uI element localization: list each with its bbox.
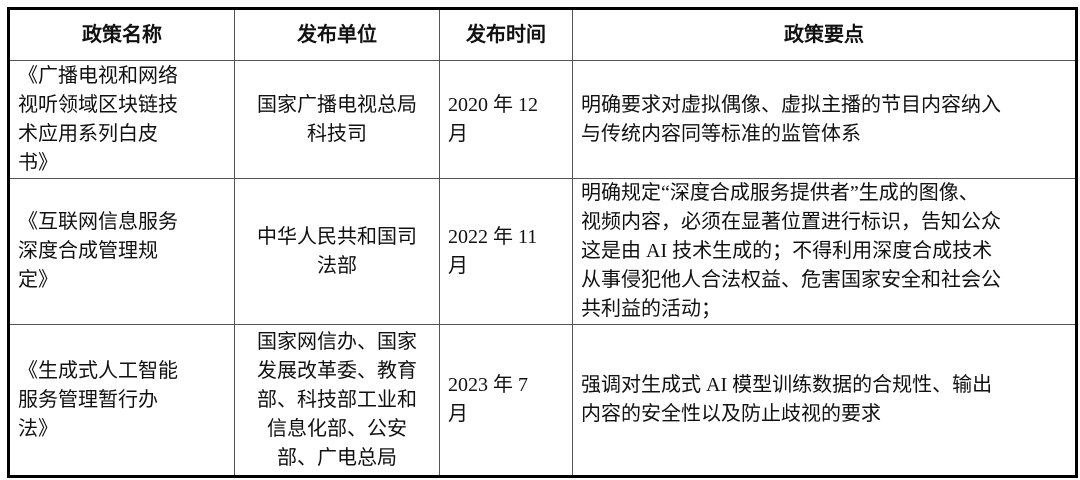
- cell-line: 与传统内容同等标准的监管体系: [581, 122, 861, 145]
- cell-line: 这是由 AI 技术生成的；不得利用深度合成技术: [581, 240, 993, 262]
- header-date: 发布时间: [439, 8, 573, 61]
- cell-line: 科技司: [307, 122, 367, 145]
- header-row: 政策名称 发布单位 发布时间 政策要点: [8, 8, 1077, 61]
- cell-line: 书》: [18, 151, 58, 174]
- issuer-cell: 国家广播电视总局 科技司: [234, 60, 440, 179]
- cell-line: 部、科技部工业和: [257, 388, 417, 411]
- cell-line: 《互联网信息服务: [18, 211, 178, 233]
- cell-line: 法》: [18, 417, 58, 440]
- cell-line: 术应用系列白皮: [18, 122, 158, 145]
- cell-line: 部、广电总局: [277, 446, 397, 469]
- cell-line: 深度合成管理规: [18, 240, 158, 262]
- cell-line: 2020 年 12: [448, 93, 538, 116]
- cell-line: 明确要求对虚拟偶像、虚拟主播的节目内容纳入: [581, 93, 1001, 116]
- policy-name-cell: 《生成式人工智能 服务管理暂行办 法》: [8, 324, 235, 477]
- cell-line: 月: [448, 254, 468, 277]
- header-issuer: 发布单位: [234, 8, 440, 61]
- cell-line: 月: [448, 122, 468, 145]
- table-row: 《生成式人工智能 服务管理暂行办 法》 国家网信办、国家 发展改革委、教育 部、科技部工业…: [8, 324, 1077, 477]
- cell-line: 发展改革委、教育: [257, 359, 417, 382]
- date-cell: 2023 年 7 月: [439, 324, 573, 477]
- header-key-points: 政策要点: [572, 8, 1077, 61]
- cell-line: 从事侵犯他人合法权益、危害国家安全和社会公: [581, 269, 1001, 291]
- cell-line: 信息化部、公安: [267, 417, 407, 440]
- table-row: 《广播电视和网络 视听领域区块链技 术应用系列白皮 书》 国家广播电视总局 科技司 2020…: [8, 60, 1077, 179]
- date-cell: 2022 年 11 月: [439, 178, 573, 325]
- cell-line: 视频内容，必须在显著位置进行标识，告知公众: [581, 211, 1001, 233]
- issuer-cell: 中华人民共和国司 法部: [234, 178, 440, 325]
- table-row: 《互联网信息服务 深度合成管理规 定》 中华人民共和国司 法部 2022 年 11 月明确规…: [8, 178, 1077, 325]
- key-points-cell: 强调对生成式 AI 模型训练数据的合规性、输出 内容的安全性以及防止歧视的要求: [572, 324, 1077, 477]
- cell-line: 视听领域区块链技: [18, 93, 178, 116]
- cell-line: 2023 年 7: [448, 374, 528, 396]
- issuer-cell: 国家网信办、国家 发展改革委、教育 部、科技部工业和 信息化部、公安 部、广电总局: [234, 324, 440, 477]
- cell-line: 法部: [317, 254, 357, 277]
- policy-name-cell: 《互联网信息服务 深度合成管理规 定》: [8, 178, 235, 325]
- cell-line: 内容的安全性以及防止歧视的要求: [581, 403, 881, 425]
- cell-line: 共利益的活动；: [581, 298, 721, 320]
- cell-line: 2022 年 11: [448, 225, 538, 248]
- key-points-cell: 明确规定“深度合成服务提供者”生成的图像、 视频内容，必须在显著位置进行标识，告知…: [572, 178, 1077, 325]
- date-cell: 2020 年 12 月: [439, 60, 573, 179]
- cell-line: 服务管理暂行办: [18, 388, 158, 411]
- cell-line: 强调对生成式 AI 模型训练数据的合规性、输出: [581, 374, 993, 396]
- key-points-cell: 明确要求对虚拟偶像、虚拟主播的节目内容纳入 与传统内容同等标准的监管体系: [572, 60, 1077, 179]
- header-policy-name: 政策名称: [8, 8, 235, 61]
- cell-line: 《广播电视和网络: [18, 64, 178, 87]
- cell-line: 定》: [18, 269, 58, 291]
- cell-line: 明确规定“深度合成服务提供者”生成的图像、: [581, 182, 979, 204]
- policy-name-cell: 《广播电视和网络 视听领域区块链技 术应用系列白皮 书》: [8, 60, 235, 179]
- cell-line: 月: [448, 403, 468, 425]
- cell-line: 国家广播电视总局: [257, 93, 417, 116]
- policy-table: 政策名称 发布单位 发布时间 政策要点 《广播电视和网络 视听领域区块链技 术应用系…: [7, 7, 1078, 478]
- cell-line: 中华人民共和国司: [257, 225, 417, 248]
- cell-line: 国家网信办、国家: [257, 330, 417, 353]
- cell-line: 《生成式人工智能: [18, 359, 178, 382]
